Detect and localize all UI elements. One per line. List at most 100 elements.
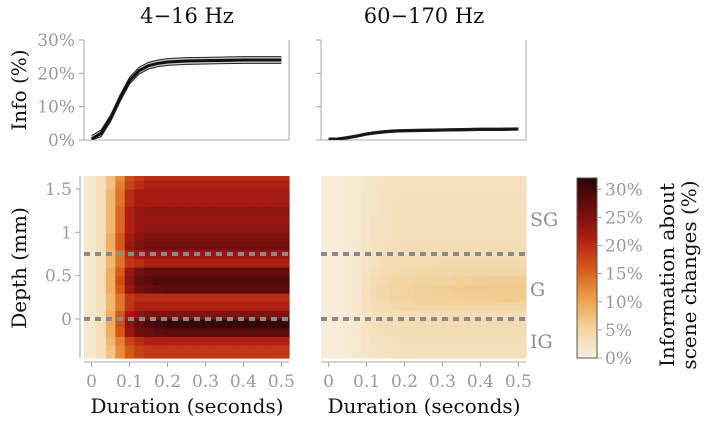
heatmap-cell [361, 215, 372, 225]
heatmap-cell [84, 319, 97, 329]
heatmap-cell [414, 223, 434, 233]
right-heatmap-cells [321, 176, 527, 359]
heatmap-cell [508, 293, 527, 303]
heatmap-cell [124, 293, 135, 303]
heatmap-cell [333, 176, 344, 181]
heatmap-cell [390, 232, 401, 242]
heatmap-cell [399, 249, 415, 259]
heatmap-cell [470, 189, 491, 199]
right-layer-boundaries [321, 252, 526, 321]
heatmap-cell [380, 258, 391, 268]
heatmap-cell [195, 206, 216, 216]
left-panel-title: 4−16 Hz [140, 4, 234, 28]
heatmap-cell [333, 336, 344, 346]
heatmap-cell [143, 258, 154, 268]
heatmap-cell [380, 197, 391, 207]
heatmap-cell [162, 327, 178, 337]
heatmap-cell [124, 206, 135, 216]
heatmap-cell [233, 176, 254, 181]
y-tick-label: 20% [37, 64, 75, 84]
heatmap-cell [361, 176, 372, 181]
heatmap-cell [214, 176, 235, 181]
heatmap-cell [508, 301, 527, 311]
heatmap-cell [508, 176, 527, 181]
heatmap-cell [134, 223, 145, 233]
heatmap-cell [371, 275, 382, 285]
heatmap-cell [333, 206, 344, 216]
heatmap-cell [361, 319, 372, 329]
heatmap-cell [115, 206, 126, 216]
heatmap-cell [162, 176, 178, 181]
heatmap-cell [390, 319, 401, 329]
heatmap-cell [342, 223, 353, 233]
heatmap-cell [271, 189, 290, 199]
heatmap-cell [115, 319, 126, 329]
heatmap-cell [233, 223, 254, 233]
heatmap-cell [252, 197, 273, 207]
heatmap-cell [380, 223, 391, 233]
heatmap-cell [271, 345, 290, 359]
heatmap-cell [352, 275, 363, 285]
heatmap-cell [124, 180, 135, 190]
heatmap-cell [399, 267, 415, 277]
heatmap-cell [390, 336, 401, 346]
heatmap-cell [177, 267, 197, 277]
heatmap-cell [342, 232, 353, 242]
heatmap-cell [115, 284, 126, 294]
heatmap-cell [508, 232, 527, 242]
series-line [328, 127, 519, 140]
heatmap-cell [371, 232, 382, 242]
heatmap-cell [352, 293, 363, 303]
heatmap-cell [361, 301, 372, 311]
heatmap-cell [271, 197, 290, 207]
heatmap-cell [115, 310, 126, 320]
heatmap-cell [124, 223, 135, 233]
x-tick-label: 0.5 [505, 372, 532, 392]
heatmap-cell [271, 232, 290, 242]
heatmap-cell [414, 180, 434, 190]
heatmap-cell [361, 336, 372, 346]
heatmap-cell [380, 327, 391, 337]
heatmap-cell [451, 319, 472, 329]
heatmap-cell [252, 327, 273, 337]
x-tick-label: 0.4 [467, 372, 494, 392]
heatmap-cell [390, 197, 401, 207]
heatmap-cell [451, 232, 472, 242]
heatmap-cell [470, 176, 491, 181]
heatmap-cell [414, 189, 434, 199]
heatmap-cell [451, 275, 472, 285]
heatmap-cell [84, 258, 97, 268]
heatmap-cell [432, 267, 453, 277]
heatmap-cell [271, 215, 290, 225]
heatmap-cell [233, 267, 254, 277]
heatmap-cell [399, 293, 415, 303]
heatmap-cell [399, 327, 415, 337]
heatmap-cell [352, 258, 363, 268]
heatmap-cell [177, 180, 197, 190]
heatmap-cell [352, 215, 363, 225]
heatmap-cell [361, 310, 372, 320]
heatmap-cell [143, 206, 154, 216]
heatmap-cell [115, 301, 126, 311]
heatmap-cell [414, 284, 434, 294]
heatmap-cell [361, 180, 372, 190]
heatmap-cell [333, 180, 344, 190]
top-left-line-chart: 0% 10% 20% 30% [37, 31, 290, 151]
heatmap-cell [162, 284, 178, 294]
heatmap-cell [470, 310, 491, 320]
colorbar-tick-label: 5% [605, 321, 632, 341]
heatmap-cell [390, 284, 401, 294]
heatmap-cell [124, 189, 135, 199]
heatmap-cell [451, 223, 472, 233]
band-upper-edge [328, 127, 519, 139]
heatmap-cell [195, 327, 216, 337]
heatmap-cell [390, 345, 401, 359]
heatmap-cell [233, 301, 254, 311]
heatmap-cell [451, 215, 472, 225]
heatmap-cell [105, 180, 116, 190]
heatmap-cell [508, 249, 527, 259]
heatmap-cell [342, 206, 353, 216]
heatmap-cell [134, 293, 145, 303]
heatmap-cell [399, 206, 415, 216]
heatmap-cell [105, 189, 116, 199]
